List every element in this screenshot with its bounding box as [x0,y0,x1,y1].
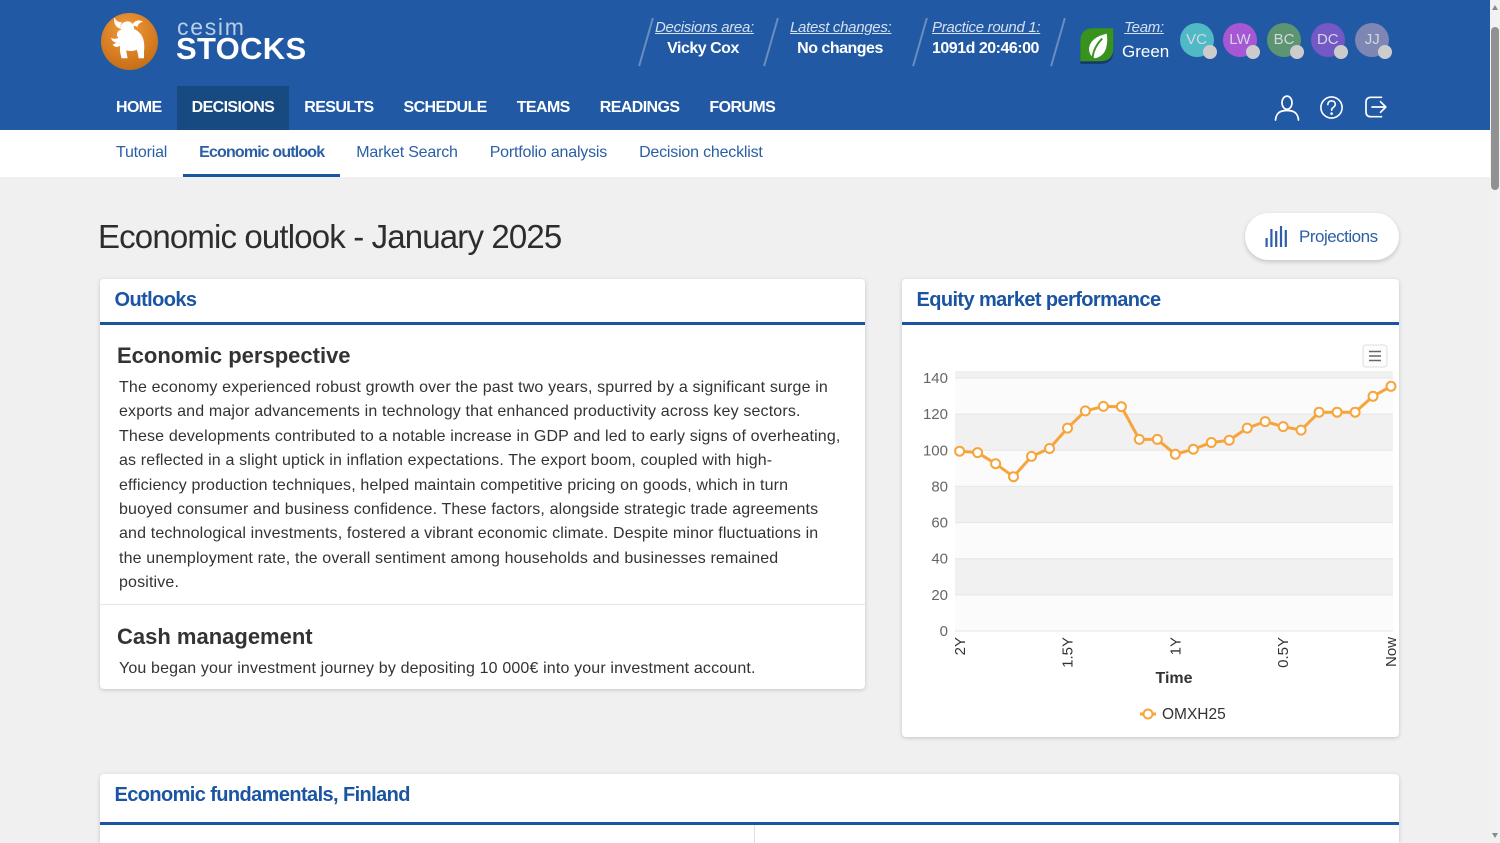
svg-text:20: 20 [931,587,948,604]
svg-text:80: 80 [931,478,948,495]
svg-text:140: 140 [923,370,948,387]
svg-text:OMXH25: OMXH25 [1162,706,1226,723]
svg-text:1.5Y: 1.5Y [1060,637,1077,668]
svg-text:Now: Now [1383,637,1399,667]
svg-text:0.5Y: 0.5Y [1275,637,1292,668]
svg-text:120: 120 [923,406,948,423]
svg-text:100: 100 [923,442,948,459]
svg-text:60: 60 [931,515,948,532]
svg-text:40: 40 [931,551,948,568]
svg-text:2Y: 2Y [952,637,969,655]
svg-text:1Y: 1Y [1167,637,1184,655]
svg-text:Time: Time [1155,670,1192,687]
svg-text:0: 0 [940,623,948,640]
